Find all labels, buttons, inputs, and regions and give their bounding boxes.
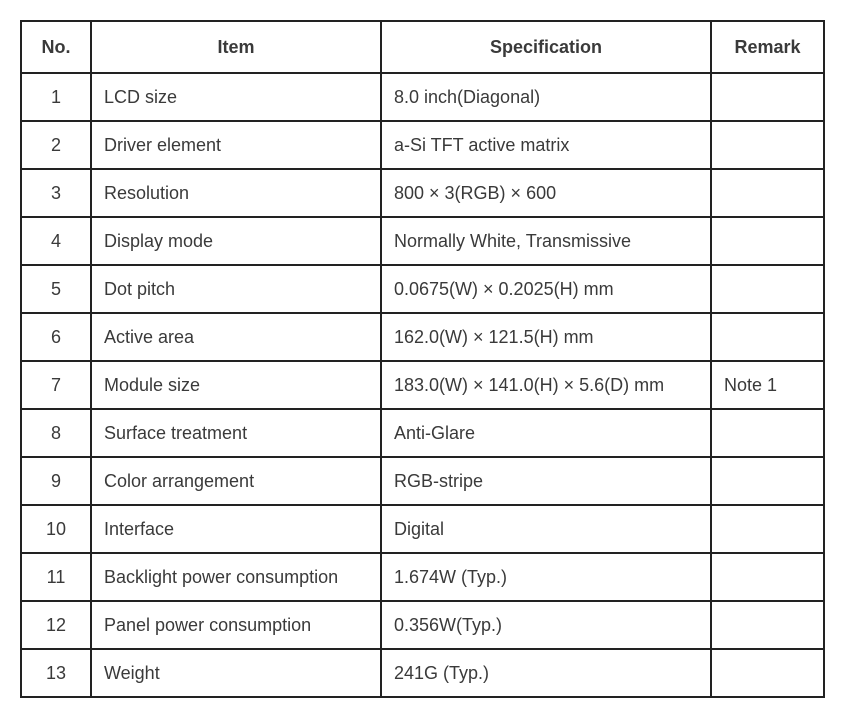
cell-no: 5 <box>21 265 91 313</box>
cell-remark <box>711 169 824 217</box>
cell-item: Active area <box>91 313 381 361</box>
cell-spec: Digital <box>381 505 711 553</box>
cell-item: Resolution <box>91 169 381 217</box>
cell-no: 6 <box>21 313 91 361</box>
cell-no: 3 <box>21 169 91 217</box>
cell-no: 7 <box>21 361 91 409</box>
cell-spec: 183.0(W) × 141.0(H) × 5.6(D) mm <box>381 361 711 409</box>
cell-remark <box>711 553 824 601</box>
cell-no: 9 <box>21 457 91 505</box>
cell-item: Surface treatment <box>91 409 381 457</box>
col-header-spec: Specification <box>381 21 711 73</box>
cell-spec: 0.356W(Typ.) <box>381 601 711 649</box>
cell-remark <box>711 313 824 361</box>
table-row: 7Module size183.0(W) × 141.0(H) × 5.6(D)… <box>21 361 824 409</box>
cell-item: Interface <box>91 505 381 553</box>
cell-spec: 8.0 inch(Diagonal) <box>381 73 711 121</box>
cell-item: Color arrangement <box>91 457 381 505</box>
table-row: 6Active area162.0(W) × 121.5(H) mm <box>21 313 824 361</box>
col-header-no: No. <box>21 21 91 73</box>
cell-remark <box>711 601 824 649</box>
table-row: 9Color arrangementRGB-stripe <box>21 457 824 505</box>
cell-no: 2 <box>21 121 91 169</box>
cell-remark <box>711 73 824 121</box>
cell-no: 10 <box>21 505 91 553</box>
cell-item: Dot pitch <box>91 265 381 313</box>
cell-spec: 162.0(W) × 121.5(H) mm <box>381 313 711 361</box>
cell-no: 8 <box>21 409 91 457</box>
cell-no: 12 <box>21 601 91 649</box>
table-row: 10InterfaceDigital <box>21 505 824 553</box>
col-header-item: Item <box>91 21 381 73</box>
cell-spec: Anti-Glare <box>381 409 711 457</box>
cell-spec: 241G (Typ.) <box>381 649 711 697</box>
cell-spec: 1.674W (Typ.) <box>381 553 711 601</box>
spec-table: No. Item Specification Remark 1LCD size8… <box>20 20 825 698</box>
cell-spec: 800 × 3(RGB) × 600 <box>381 169 711 217</box>
table-row: 3Resolution800 × 3(RGB) × 600 <box>21 169 824 217</box>
table-header: No. Item Specification Remark <box>21 21 824 73</box>
cell-no: 1 <box>21 73 91 121</box>
cell-no: 11 <box>21 553 91 601</box>
table-row: 12Panel power consumption0.356W(Typ.) <box>21 601 824 649</box>
cell-remark: Note 1 <box>711 361 824 409</box>
cell-item: Backlight power consumption <box>91 553 381 601</box>
table-row: 2Driver elementa-Si TFT active matrix <box>21 121 824 169</box>
table-row: 13Weight241G (Typ.) <box>21 649 824 697</box>
cell-item: Display mode <box>91 217 381 265</box>
table-body: 1LCD size8.0 inch(Diagonal)2Driver eleme… <box>21 73 824 697</box>
table-row: 1LCD size8.0 inch(Diagonal) <box>21 73 824 121</box>
table-row: 5Dot pitch0.0675(W) × 0.2025(H) mm <box>21 265 824 313</box>
cell-remark <box>711 265 824 313</box>
col-header-remark: Remark <box>711 21 824 73</box>
cell-spec: RGB-stripe <box>381 457 711 505</box>
cell-spec: Normally White, Transmissive <box>381 217 711 265</box>
cell-no: 4 <box>21 217 91 265</box>
cell-remark <box>711 505 824 553</box>
table-row: 11Backlight power consumption1.674W (Typ… <box>21 553 824 601</box>
cell-item: Weight <box>91 649 381 697</box>
table-row: 4Display modeNormally White, Transmissiv… <box>21 217 824 265</box>
cell-remark <box>711 409 824 457</box>
cell-remark <box>711 649 824 697</box>
cell-remark <box>711 121 824 169</box>
cell-no: 13 <box>21 649 91 697</box>
cell-item: Module size <box>91 361 381 409</box>
cell-item: Panel power consumption <box>91 601 381 649</box>
cell-item: LCD size <box>91 73 381 121</box>
cell-spec: a-Si TFT active matrix <box>381 121 711 169</box>
cell-remark <box>711 457 824 505</box>
cell-spec: 0.0675(W) × 0.2025(H) mm <box>381 265 711 313</box>
cell-remark <box>711 217 824 265</box>
table-row: 8Surface treatmentAnti-Glare <box>21 409 824 457</box>
cell-item: Driver element <box>91 121 381 169</box>
